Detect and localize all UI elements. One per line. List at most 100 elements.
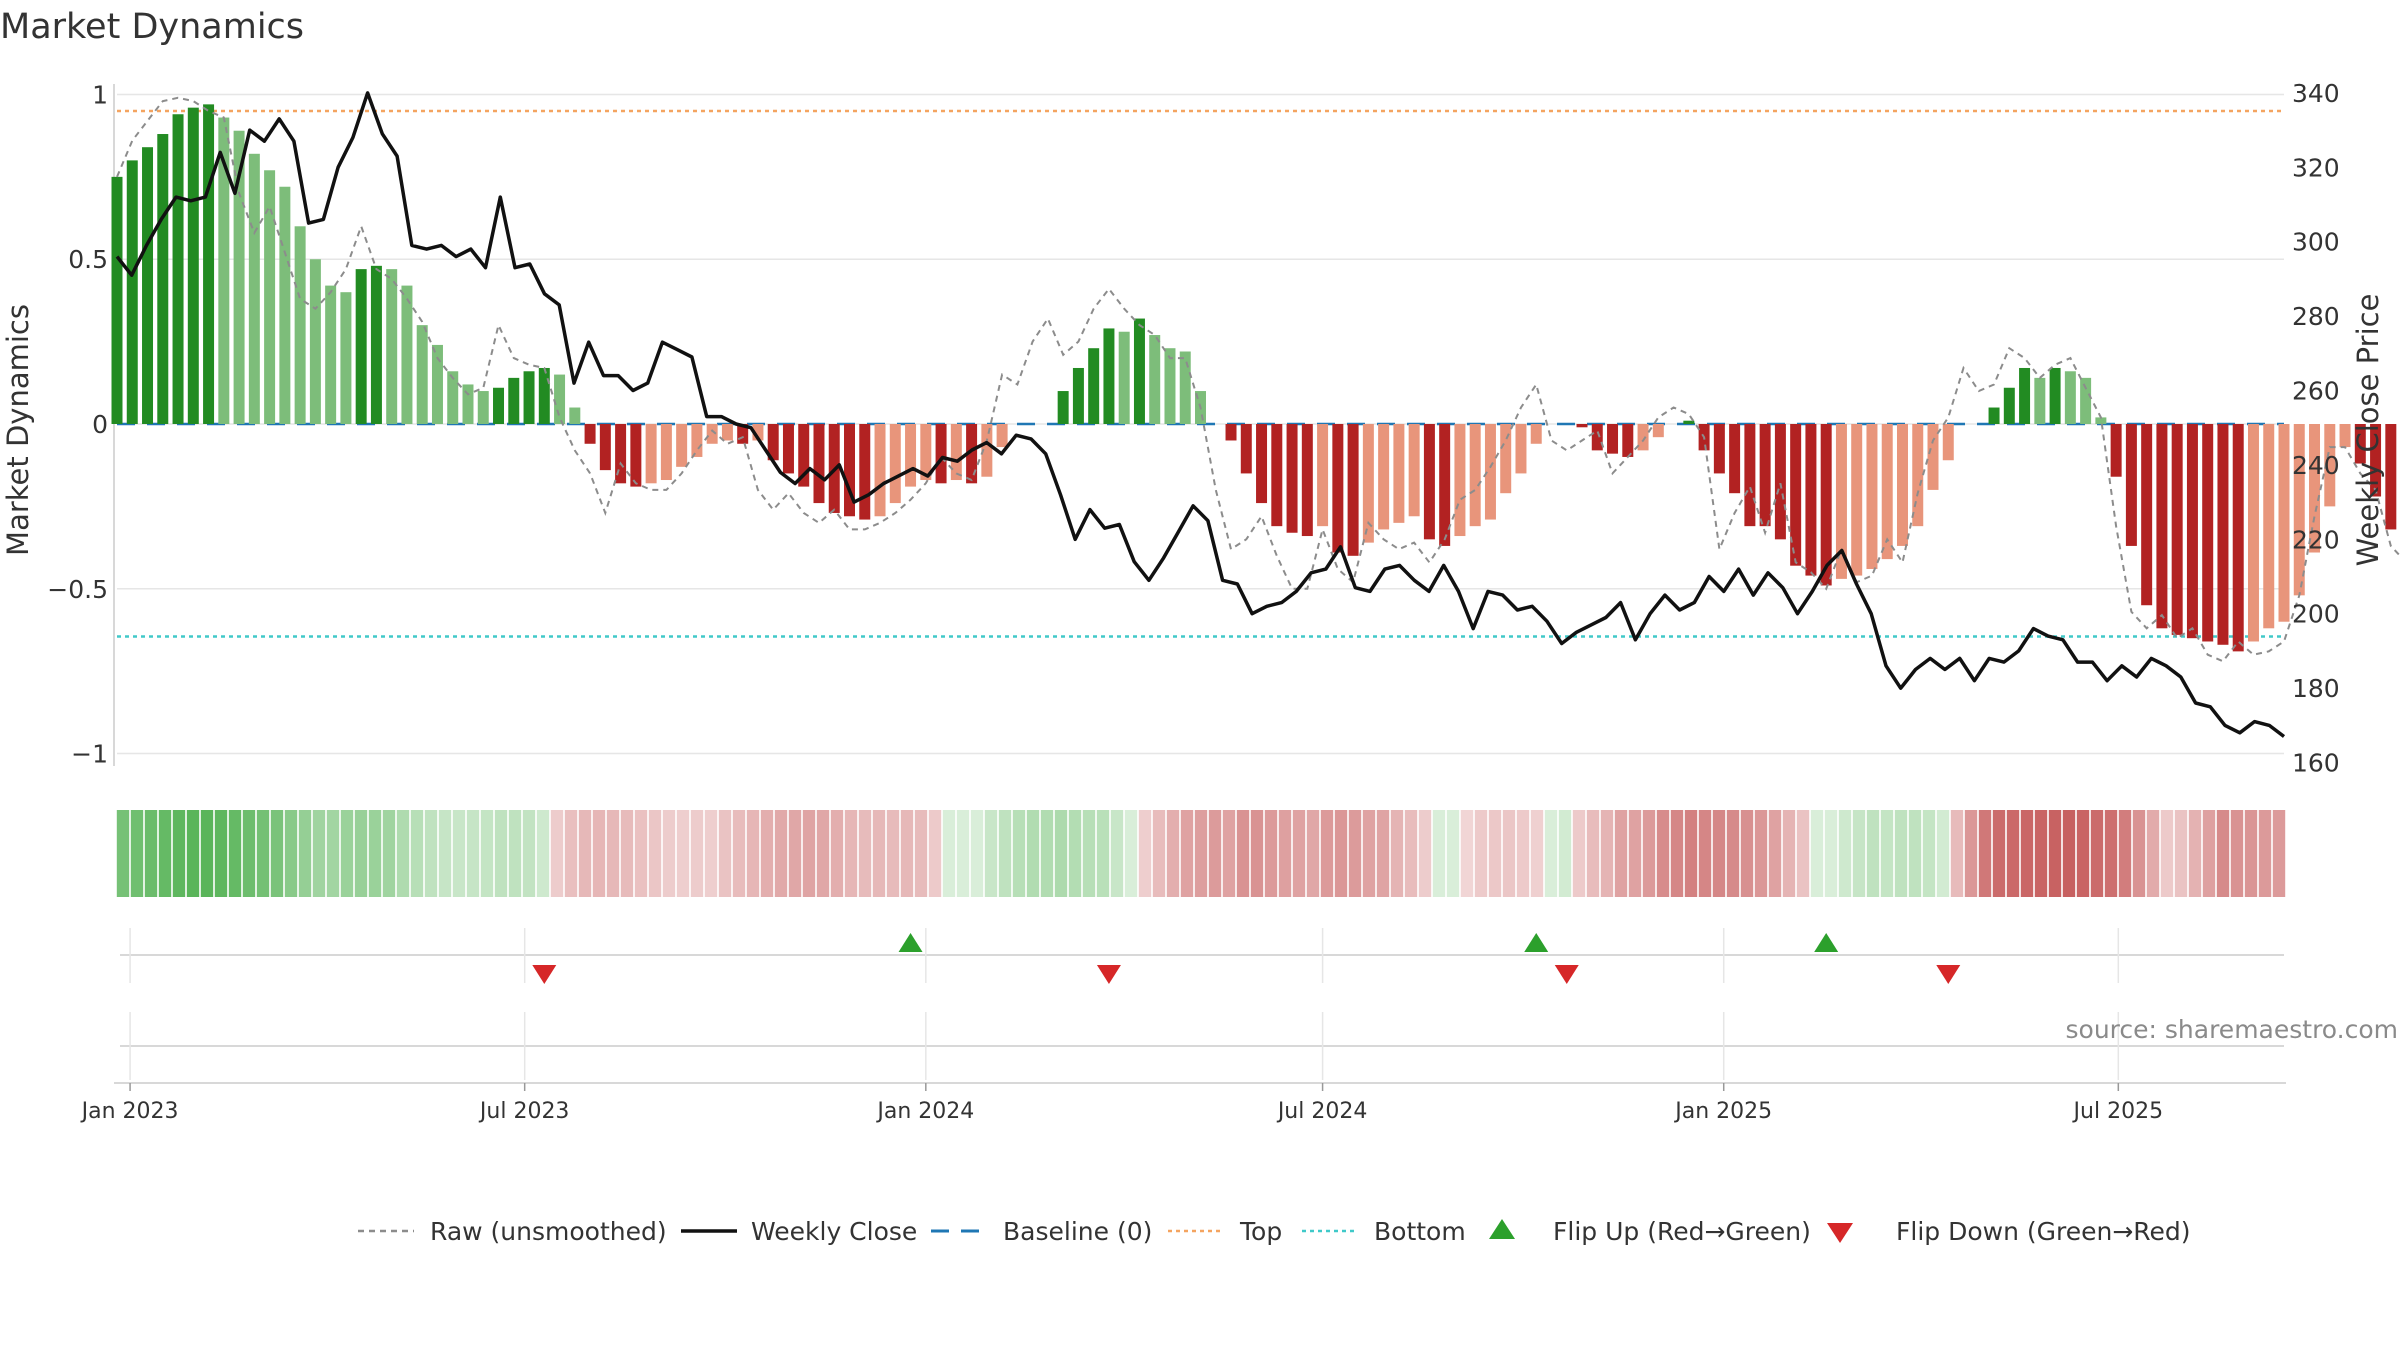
heat-cell (1572, 810, 1586, 897)
legend-label: Bottom (1374, 1217, 1466, 1246)
heat-cell (1418, 810, 1432, 897)
heat-cell (410, 810, 424, 897)
legend-label: Raw (unsmoothed) (430, 1217, 667, 1246)
heat-cell (914, 810, 928, 897)
heat-cell (1362, 810, 1376, 897)
heat-cell (2006, 810, 2020, 897)
heat-cell (536, 810, 550, 897)
left-tick-label: 0.5 (68, 245, 108, 274)
dynamics-bar (157, 134, 169, 424)
heat-cell (1936, 810, 1950, 897)
heat-cell (1138, 810, 1152, 897)
dynamics-bar (233, 130, 245, 424)
dynamics-bar (569, 407, 581, 424)
heat-cell (1012, 810, 1026, 897)
dynamics-bar (1927, 424, 1939, 490)
dynamics-bar (752, 424, 764, 441)
heat-cell (606, 810, 620, 897)
dynamics-bar (706, 424, 718, 444)
flip-down-marker (1096, 965, 1121, 984)
heat-cell (1992, 810, 2006, 897)
raw-line (116, 96, 2400, 663)
dynamics-bar (340, 292, 352, 424)
heat-cell (1390, 810, 1404, 897)
heat-cell (2104, 810, 2118, 897)
heat-cell (2146, 810, 2160, 897)
heat-cell (1376, 810, 1390, 897)
heat-cell (886, 810, 900, 897)
flip-down-marker (532, 965, 557, 984)
dynamics-bar (1805, 424, 1817, 576)
flip-up-marker (898, 933, 923, 952)
dynamics-bar (2034, 377, 2046, 424)
dynamics-bar (1378, 424, 1390, 530)
heat-cell (802, 810, 816, 897)
heat-cell (396, 810, 410, 897)
dynamics-bar (2247, 424, 2259, 642)
heat-cell (1068, 810, 1082, 897)
heat-cell (382, 810, 396, 897)
heat-cell (1726, 810, 1740, 897)
heat-cell (2202, 810, 2216, 897)
heat-cell (1488, 810, 1502, 897)
heat-cell (326, 810, 340, 897)
dynamics-bar (2080, 377, 2092, 424)
dynamics-bar (1179, 351, 1191, 424)
x-axis-ticks: Jan 2023 Jul 2023 Jan 2024 Jul 2024 Jan 2025… (80, 1083, 2163, 1124)
dynamics-bar (538, 367, 550, 424)
chart-title: Market Dynamics (0, 7, 304, 47)
heat-cell (200, 810, 214, 897)
left-tick-label: 0 (92, 410, 108, 439)
heat-cell (704, 810, 718, 897)
dynamics-bar (2217, 424, 2229, 645)
heat-cell (2230, 810, 2244, 897)
dynamics-bar (2064, 371, 2076, 424)
dynamics-bar (1515, 424, 1527, 474)
weekly-close-line (115, 91, 2286, 738)
dynamics-bar (996, 424, 1008, 448)
legend-label: Top (1239, 1217, 1282, 1246)
heat-strip (116, 810, 2286, 897)
legend-label: Weekly Close (751, 1217, 917, 1246)
heat-cell (452, 810, 466, 897)
dynamics-bar (2232, 424, 2244, 652)
heat-cell (284, 810, 298, 897)
heat-cell (256, 810, 270, 897)
x-tick-label: Jan 2024 (875, 1099, 974, 1124)
dynamics-bar (370, 265, 382, 424)
heat-cell (620, 810, 634, 897)
dynamics-bar (447, 371, 459, 424)
heat-cell (1404, 810, 1418, 897)
flip-down-marker (1554, 965, 1579, 984)
heat-cell (312, 810, 326, 897)
dynamics-bar (218, 117, 230, 425)
dynamics-bar (1500, 424, 1512, 494)
heat-cell (1698, 810, 1712, 897)
dynamics-bar (554, 374, 566, 424)
heat-cell (830, 810, 844, 897)
dynamics-bar (721, 424, 733, 441)
dynamics-bar (187, 107, 199, 425)
dynamics-bar (660, 424, 672, 481)
heat-cell (690, 810, 704, 897)
dynamics-bar (1256, 424, 1268, 504)
dynamics-bar (1607, 424, 1619, 454)
dynamics-bar (2202, 424, 2214, 642)
dynamics-bar (1484, 424, 1496, 520)
heat-cell (2160, 810, 2174, 897)
heat-cell (368, 810, 382, 897)
heat-cell (2244, 810, 2258, 897)
dynamics-bar (279, 186, 291, 424)
dynamics-bar (2171, 424, 2183, 635)
dynamics-bar (493, 387, 505, 424)
heat-cell (1880, 810, 1894, 897)
dynamics-bar (416, 325, 428, 424)
dynamics-bar (615, 424, 627, 484)
heat-cell (2132, 810, 2146, 897)
heat-cell (130, 810, 144, 897)
dynamics-bar (767, 424, 779, 461)
dynamics-bar (1240, 424, 1252, 474)
heat-cell (844, 810, 858, 897)
dynamics-bar (630, 424, 642, 487)
